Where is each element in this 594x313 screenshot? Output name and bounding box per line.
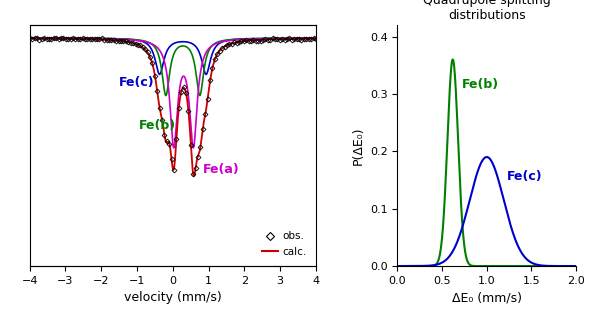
- Title: Quadrupole splitting
distributions: Quadrupole splitting distributions: [423, 0, 551, 23]
- Y-axis label: P(ΔE₀): P(ΔE₀): [351, 126, 364, 165]
- Text: Fe(b): Fe(b): [139, 119, 176, 132]
- Text: Fe(c): Fe(c): [119, 76, 155, 89]
- Legend: obs., calc.: obs., calc.: [258, 227, 311, 261]
- X-axis label: velocity (mm/s): velocity (mm/s): [124, 291, 222, 304]
- Text: Fe(a): Fe(a): [203, 163, 240, 176]
- Text: Fe(c): Fe(c): [507, 170, 542, 183]
- X-axis label: ΔE₀ (mm/s): ΔE₀ (mm/s): [452, 291, 522, 304]
- Text: Fe(b): Fe(b): [462, 78, 499, 91]
